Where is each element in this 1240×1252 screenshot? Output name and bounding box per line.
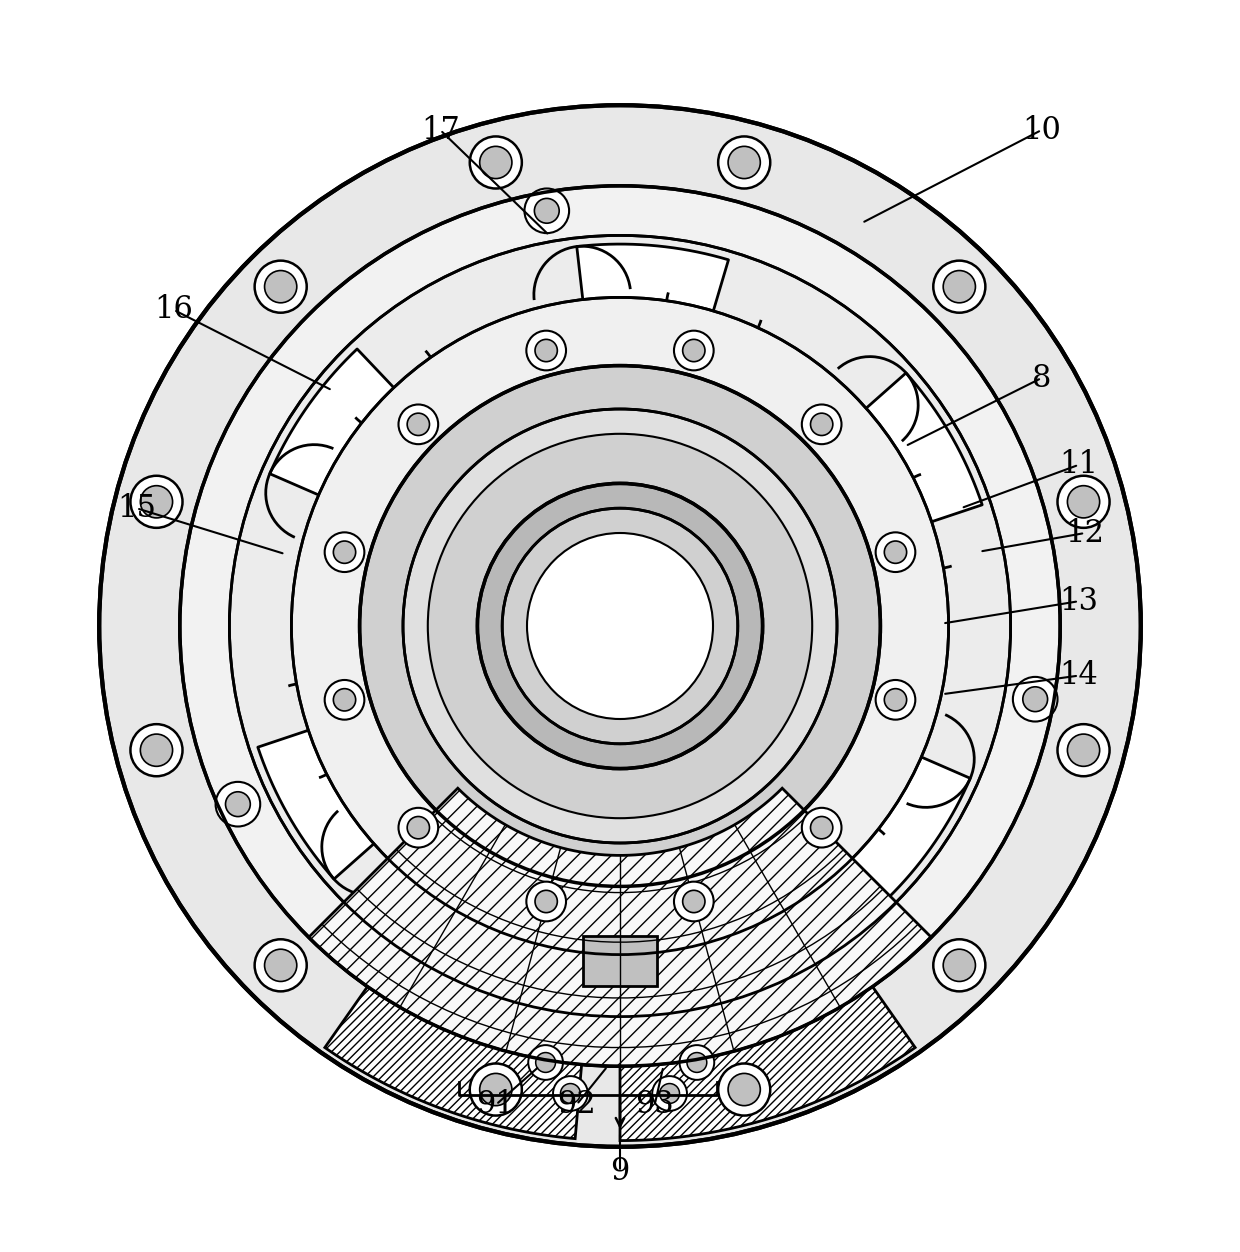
Text: 13: 13 <box>1059 586 1099 617</box>
Circle shape <box>884 541 906 563</box>
Circle shape <box>398 404 438 444</box>
Circle shape <box>534 890 557 913</box>
Circle shape <box>718 1063 770 1116</box>
Circle shape <box>334 541 356 563</box>
Circle shape <box>728 1073 760 1106</box>
Text: 17: 17 <box>420 114 460 145</box>
Text: 92: 92 <box>557 1089 596 1121</box>
Circle shape <box>536 1053 556 1073</box>
Text: 93: 93 <box>635 1089 675 1121</box>
Polygon shape <box>833 373 982 536</box>
Circle shape <box>675 331 714 371</box>
Circle shape <box>1058 724 1110 776</box>
Circle shape <box>264 949 296 982</box>
Circle shape <box>470 1063 522 1116</box>
Circle shape <box>687 1053 707 1073</box>
Circle shape <box>944 270 976 303</box>
Text: 9: 9 <box>610 1156 630 1187</box>
Circle shape <box>229 235 1011 1017</box>
Circle shape <box>99 105 1141 1147</box>
Circle shape <box>1068 734 1100 766</box>
Circle shape <box>502 508 738 744</box>
Text: 11: 11 <box>1059 449 1099 481</box>
Circle shape <box>480 1073 512 1106</box>
Polygon shape <box>620 900 915 1141</box>
Circle shape <box>526 881 565 921</box>
Circle shape <box>130 476 182 528</box>
Circle shape <box>534 198 559 223</box>
Circle shape <box>525 189 569 233</box>
Circle shape <box>1068 486 1100 518</box>
Polygon shape <box>577 244 728 353</box>
Circle shape <box>683 339 706 362</box>
Circle shape <box>291 298 949 954</box>
Circle shape <box>264 270 296 303</box>
Circle shape <box>875 532 915 572</box>
Circle shape <box>254 260 306 313</box>
Circle shape <box>560 1083 580 1103</box>
Polygon shape <box>270 349 424 512</box>
Circle shape <box>99 105 1141 1147</box>
Polygon shape <box>325 900 590 1138</box>
Circle shape <box>528 1045 563 1079</box>
Circle shape <box>398 808 438 848</box>
Circle shape <box>325 532 365 572</box>
Circle shape <box>428 433 812 819</box>
Circle shape <box>934 939 986 992</box>
Circle shape <box>140 734 172 766</box>
Circle shape <box>944 949 976 982</box>
Polygon shape <box>258 716 407 879</box>
Circle shape <box>718 136 770 189</box>
Circle shape <box>802 808 842 848</box>
Circle shape <box>675 881 714 921</box>
Circle shape <box>403 409 837 843</box>
Circle shape <box>660 1083 680 1103</box>
Circle shape <box>526 331 565 371</box>
Circle shape <box>884 689 906 711</box>
FancyBboxPatch shape <box>583 936 657 985</box>
Circle shape <box>534 339 557 362</box>
Text: 15: 15 <box>117 493 156 523</box>
Circle shape <box>130 724 182 776</box>
Circle shape <box>728 146 760 179</box>
Circle shape <box>875 680 915 720</box>
Circle shape <box>811 413 833 436</box>
Text: 10: 10 <box>1022 114 1061 145</box>
Circle shape <box>1013 677 1058 721</box>
Text: 12: 12 <box>1065 517 1105 548</box>
Circle shape <box>334 689 356 711</box>
Circle shape <box>480 146 512 179</box>
Circle shape <box>226 791 250 816</box>
Text: 14: 14 <box>1059 660 1099 691</box>
Circle shape <box>470 136 522 189</box>
Circle shape <box>216 781 260 826</box>
Circle shape <box>934 260 986 313</box>
Circle shape <box>802 404 842 444</box>
Circle shape <box>325 680 365 720</box>
Circle shape <box>407 816 429 839</box>
Circle shape <box>1023 687 1048 711</box>
Text: 91: 91 <box>476 1089 516 1121</box>
Polygon shape <box>816 740 970 903</box>
Circle shape <box>477 483 763 769</box>
Text: 16: 16 <box>154 294 193 326</box>
Polygon shape <box>309 789 931 1067</box>
Circle shape <box>360 366 880 886</box>
Circle shape <box>140 486 172 518</box>
Circle shape <box>811 816 833 839</box>
Polygon shape <box>480 891 630 1008</box>
Circle shape <box>407 413 429 436</box>
Circle shape <box>652 1077 687 1111</box>
Circle shape <box>553 1077 588 1111</box>
Circle shape <box>683 890 706 913</box>
Circle shape <box>254 939 306 992</box>
Circle shape <box>680 1045 714 1079</box>
Text: 8: 8 <box>1032 363 1052 393</box>
Circle shape <box>527 533 713 719</box>
Circle shape <box>180 185 1060 1067</box>
Circle shape <box>1058 476 1110 528</box>
